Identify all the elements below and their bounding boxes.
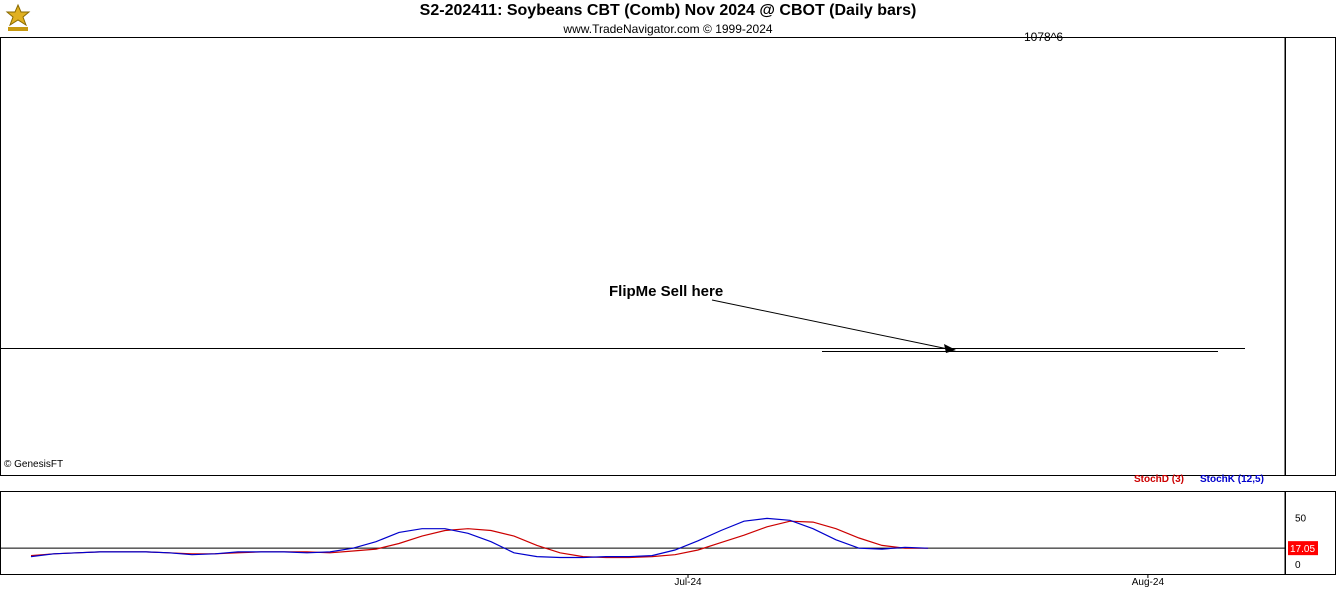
price-panel-frame <box>0 37 1286 476</box>
annotation-arrow-head <box>944 344 956 353</box>
levels-layer: 1078^61074^61073^41067^61066^61064^41058… <box>0 30 1245 352</box>
annotation-arrow-line <box>711 299 949 350</box>
price-axis-frame <box>1285 37 1336 476</box>
trade-navigator-logo-icon <box>2 2 34 34</box>
stoch-legend-item: StochK (12,5) <box>1200 474 1264 485</box>
stoch-value-label: 17.05 <box>1290 544 1315 555</box>
stoch-panel-frame <box>0 491 1286 575</box>
stoch-series-line <box>30 520 928 559</box>
annotation-layer: FlipMe Sell here © GenesisFT <box>4 283 956 470</box>
x-tick-label: Jul-24 <box>674 577 702 588</box>
x-tick-label: Aug-24 <box>1132 577 1165 588</box>
stochastic-panel: StochD (3) StochK (12,5) 17.05 <box>0 474 1318 559</box>
stoch-value-tag <box>1288 541 1318 556</box>
chart-title: S2-202411: Soybeans CBT (Comb) Nov 2024 … <box>419 2 917 19</box>
stoch-tick-label: 0 <box>1295 560 1301 571</box>
chart-header: S2-202411: Soybeans CBT (Comb) Nov 2024 … <box>0 0 1336 37</box>
stoch-series-line <box>30 517 929 559</box>
stoch-tick-label: 50 <box>1295 514 1307 525</box>
stoch-axis-frame <box>1285 491 1336 575</box>
copyright-label: © GenesisFT <box>4 459 63 470</box>
chart-subtitle: www.TradeNavigator.com © 1999-2024 <box>563 22 773 36</box>
stoch-legend-item: StochD (3) <box>1134 474 1184 485</box>
flipme-annotation: FlipMe Sell here <box>609 283 723 300</box>
